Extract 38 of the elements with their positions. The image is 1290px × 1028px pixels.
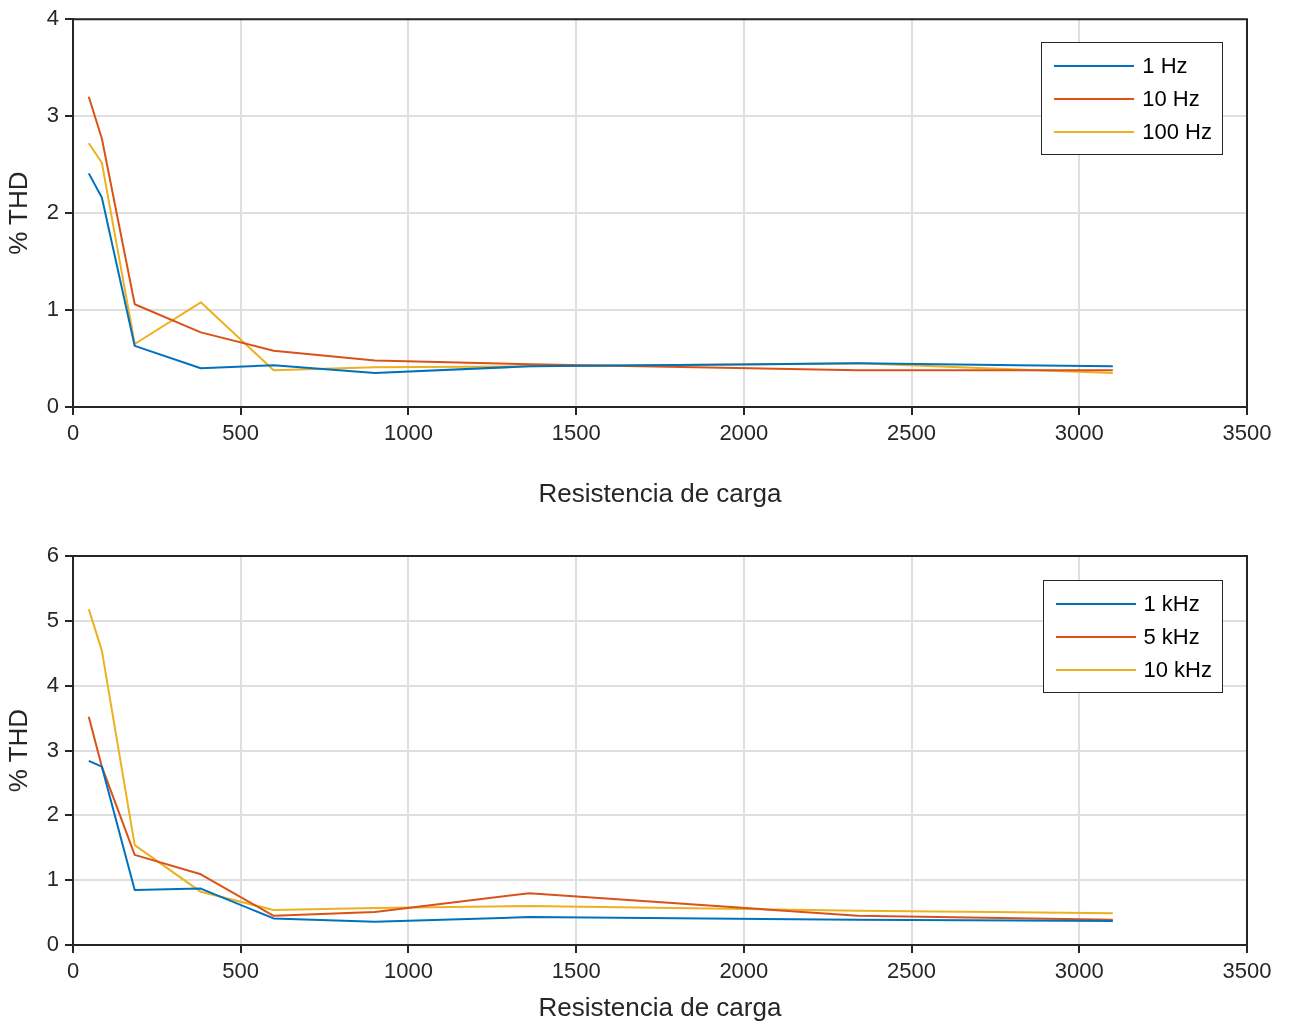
legend-label: 10 Hz — [1142, 85, 1200, 112]
y-tick-label: 1 — [46, 866, 59, 892]
x-tick-label: 1000 — [383, 958, 433, 984]
x-tick-label: 2500 — [887, 958, 937, 984]
x-tick-label: 1000 — [383, 420, 433, 446]
y-tick-label: 3 — [46, 736, 59, 762]
x-tick-label: 1500 — [551, 958, 601, 984]
x-tick-label: 0 — [66, 420, 80, 446]
x-tick-label: 1500 — [551, 420, 601, 446]
x-tick-label: 2000 — [719, 420, 769, 446]
y-axis-title: % THD — [2, 708, 33, 793]
y-tick-label: 0 — [46, 931, 59, 957]
y-tick-label: 4 — [46, 671, 59, 697]
x-tick-label: 0 — [66, 958, 80, 984]
x-tick-label: 2000 — [719, 958, 769, 984]
x-tick-label: 500 — [222, 958, 260, 984]
y-tick-label: 0 — [46, 393, 59, 419]
x-axis-title: Resistencia de carga — [538, 477, 782, 508]
x-tick-label: 500 — [222, 420, 260, 446]
legend-label: 5 kHz — [1143, 623, 1200, 650]
x-tick-label: 3500 — [1222, 958, 1272, 984]
y-tick-label: 4 — [46, 5, 59, 31]
legend-label: 10 kHz — [1143, 656, 1212, 683]
y-tick-label: 1 — [46, 296, 59, 322]
y-tick-label: 6 — [46, 542, 59, 568]
legend-label: 100 Hz — [1142, 118, 1212, 145]
x-tick-label: 2500 — [887, 420, 937, 446]
legend-label: 1 Hz — [1142, 52, 1188, 79]
y-tick-label: 3 — [46, 102, 59, 128]
x-tick-label: 3000 — [1054, 420, 1104, 446]
x-tick-label: 3500 — [1222, 420, 1272, 446]
legend-label: 1 kHz — [1143, 590, 1200, 617]
x-tick-label: 3000 — [1054, 958, 1104, 984]
y-tick-label: 2 — [46, 199, 59, 225]
y-tick-label: 2 — [46, 801, 59, 827]
x-axis-title: Resistencia de carga — [538, 991, 782, 1022]
y-axis-title: % THD — [2, 171, 33, 255]
y-tick-label: 5 — [46, 606, 59, 632]
